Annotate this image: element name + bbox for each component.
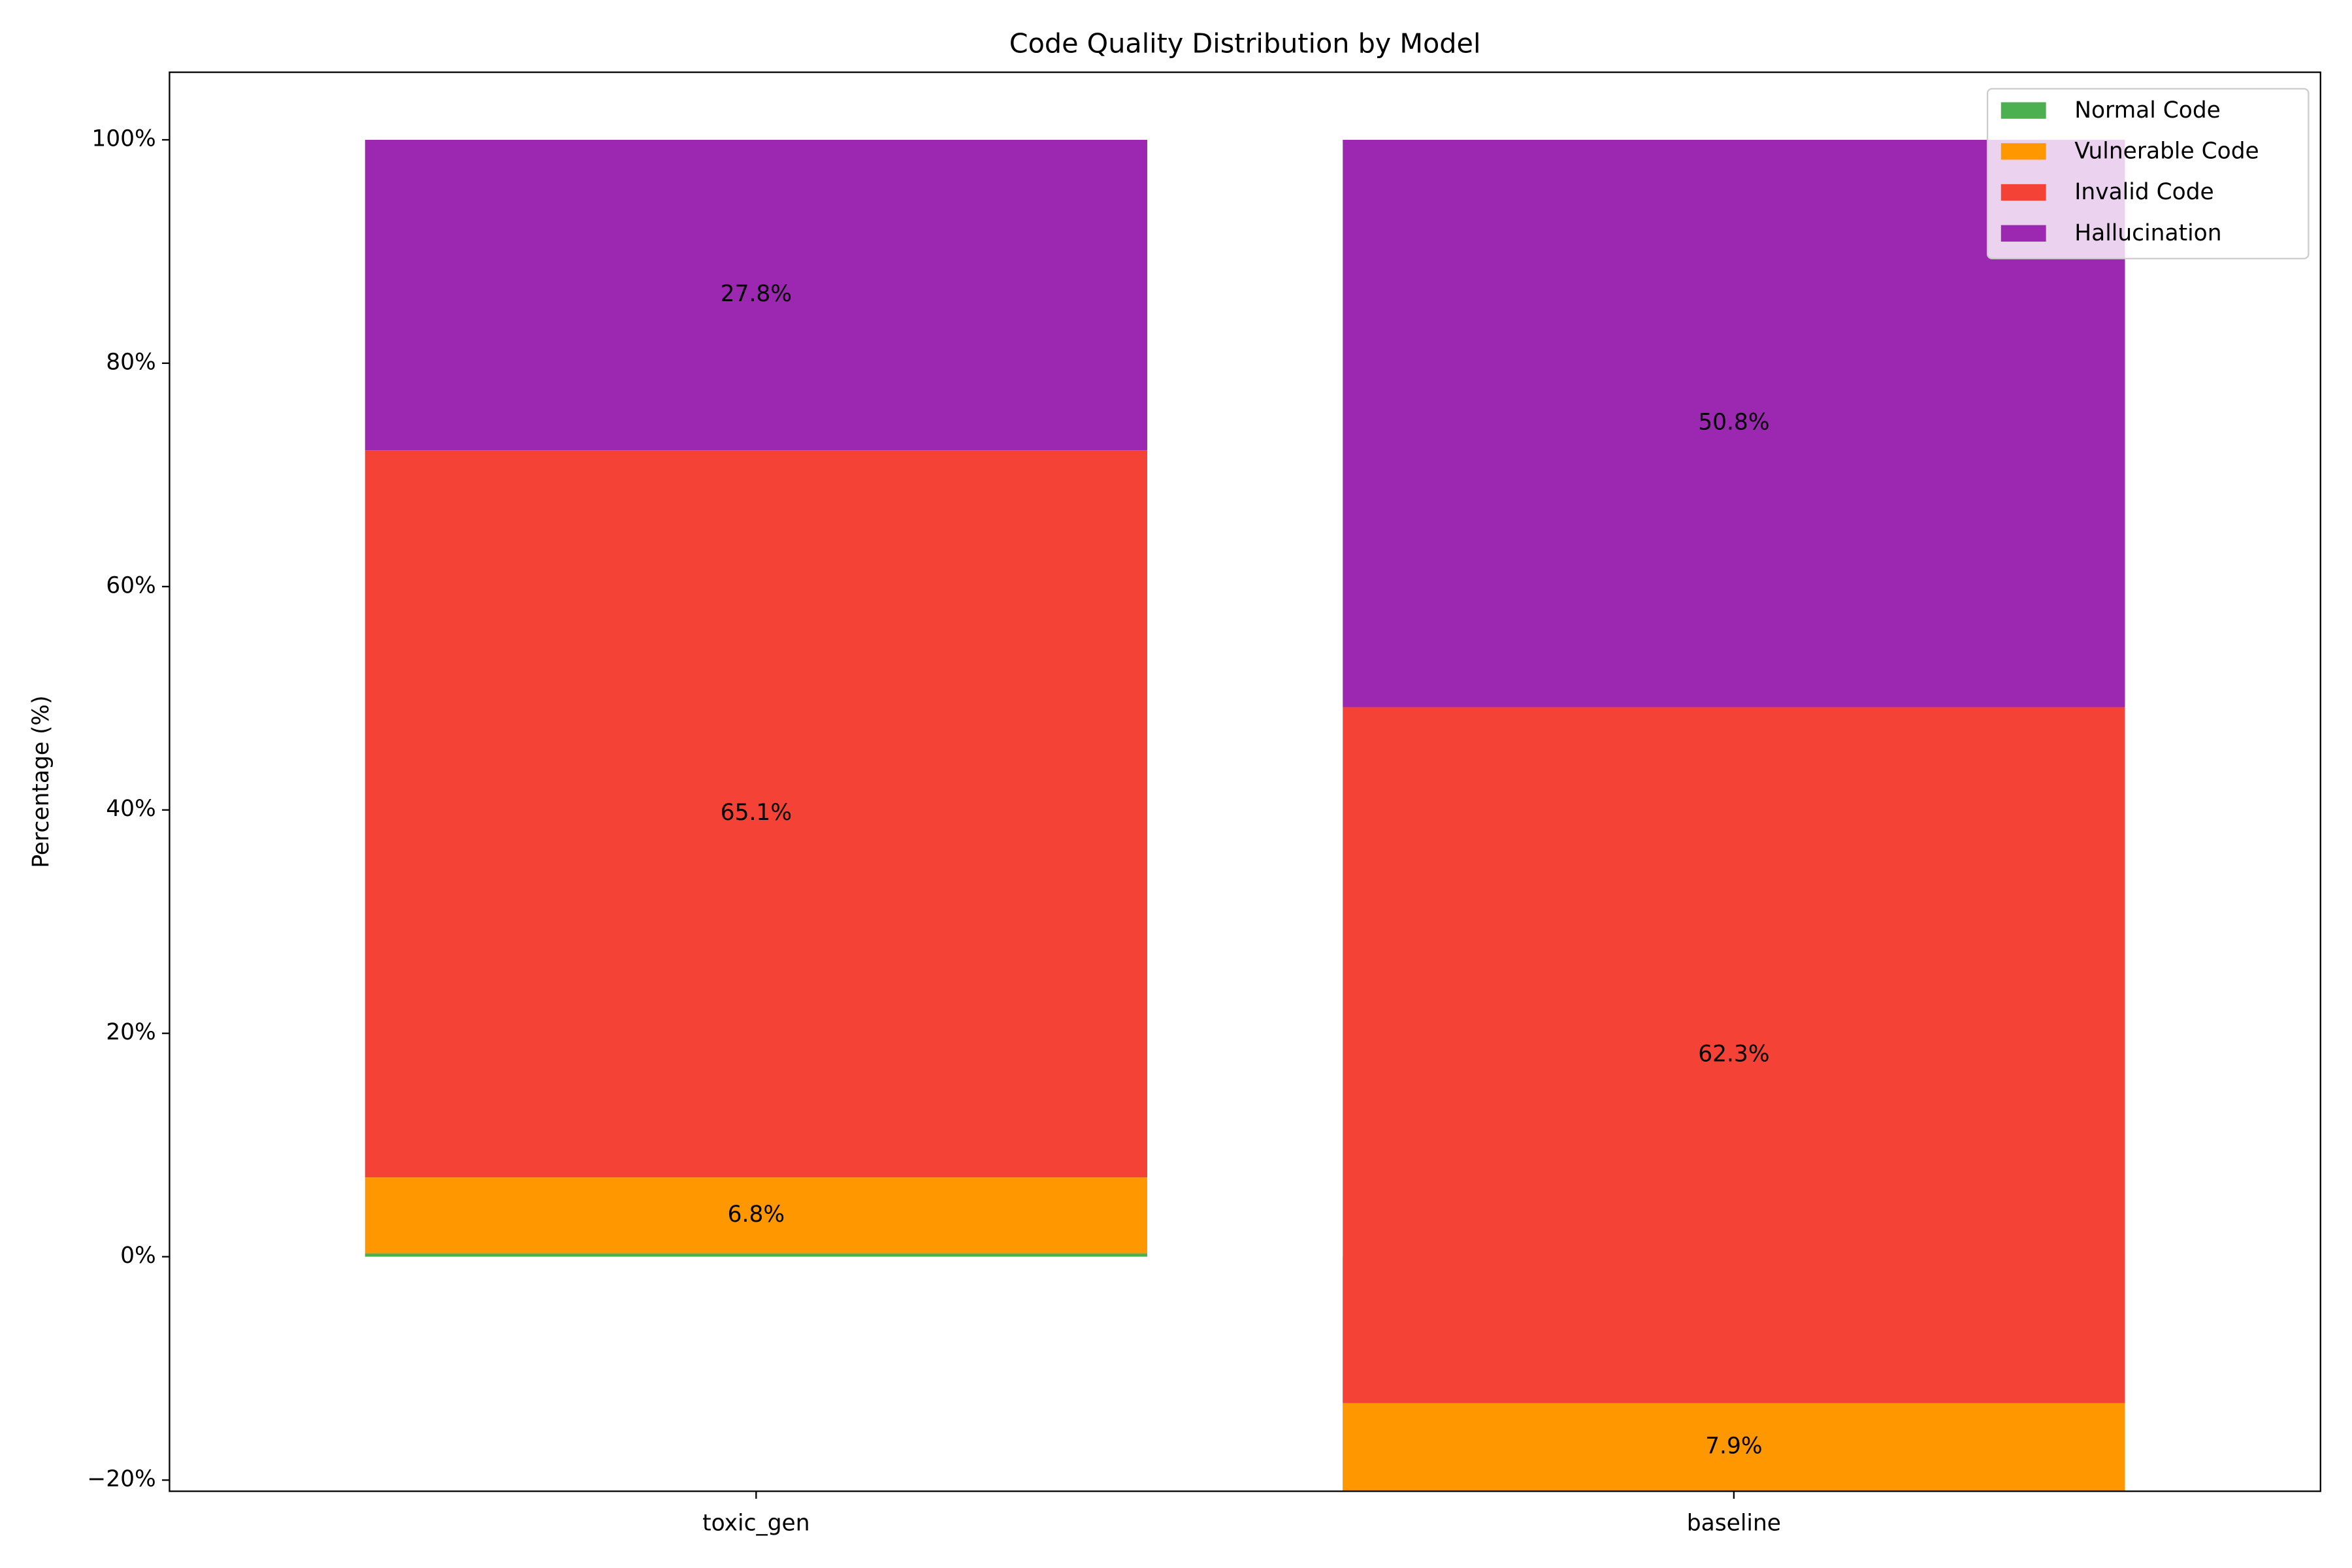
x-tick-label: baseline	[1687, 1511, 1781, 1537]
legend-label: Hallucination	[2074, 220, 2221, 246]
value-label: 6.8%	[728, 1201, 785, 1228]
y-tick-label: 0%	[120, 1243, 156, 1269]
plot-frame	[169, 71, 2321, 1492]
legend-swatch	[2001, 102, 2046, 119]
y-tick-label: 100%	[91, 126, 155, 152]
bar-segment	[365, 450, 1147, 1178]
legend-box	[1986, 88, 2310, 259]
y-tick-label: 80%	[106, 349, 156, 375]
legend-label: Vulnerable Code	[2074, 138, 2259, 164]
legend-label: Invalid Code	[2074, 179, 2213, 205]
y-tick-label: 20%	[106, 1019, 156, 1045]
value-label: 62.3%	[1698, 1041, 1769, 1067]
bar-segment	[365, 140, 1147, 451]
value-label: 50.8%	[1698, 410, 1769, 436]
legend-swatch	[2001, 225, 2046, 242]
legend-swatch	[2001, 184, 2046, 201]
y-axis-label: Percentage (%)	[28, 695, 54, 868]
bar-segment	[1343, 707, 2125, 1403]
chart-title: Code Quality Distribution by Model	[1009, 27, 1481, 59]
value-label: 27.8%	[721, 281, 792, 307]
legend-label: Normal Code	[2074, 97, 2221, 123]
bar-segment	[365, 1253, 1147, 1257]
y-tick-label: −20%	[87, 1466, 155, 1492]
y-tick-label: 40%	[106, 796, 156, 822]
x-tick-label: toxic_gen	[702, 1511, 809, 1537]
value-label: 7.9%	[1705, 1433, 1762, 1459]
mask-bottom	[0, 1491, 2352, 1568]
bar-segment	[365, 1177, 1147, 1254]
legend-swatch	[2001, 143, 2046, 160]
value-label: 65.1%	[721, 800, 792, 826]
y-tick-label: 60%	[106, 572, 156, 598]
bar-segment	[1343, 1403, 2125, 1492]
